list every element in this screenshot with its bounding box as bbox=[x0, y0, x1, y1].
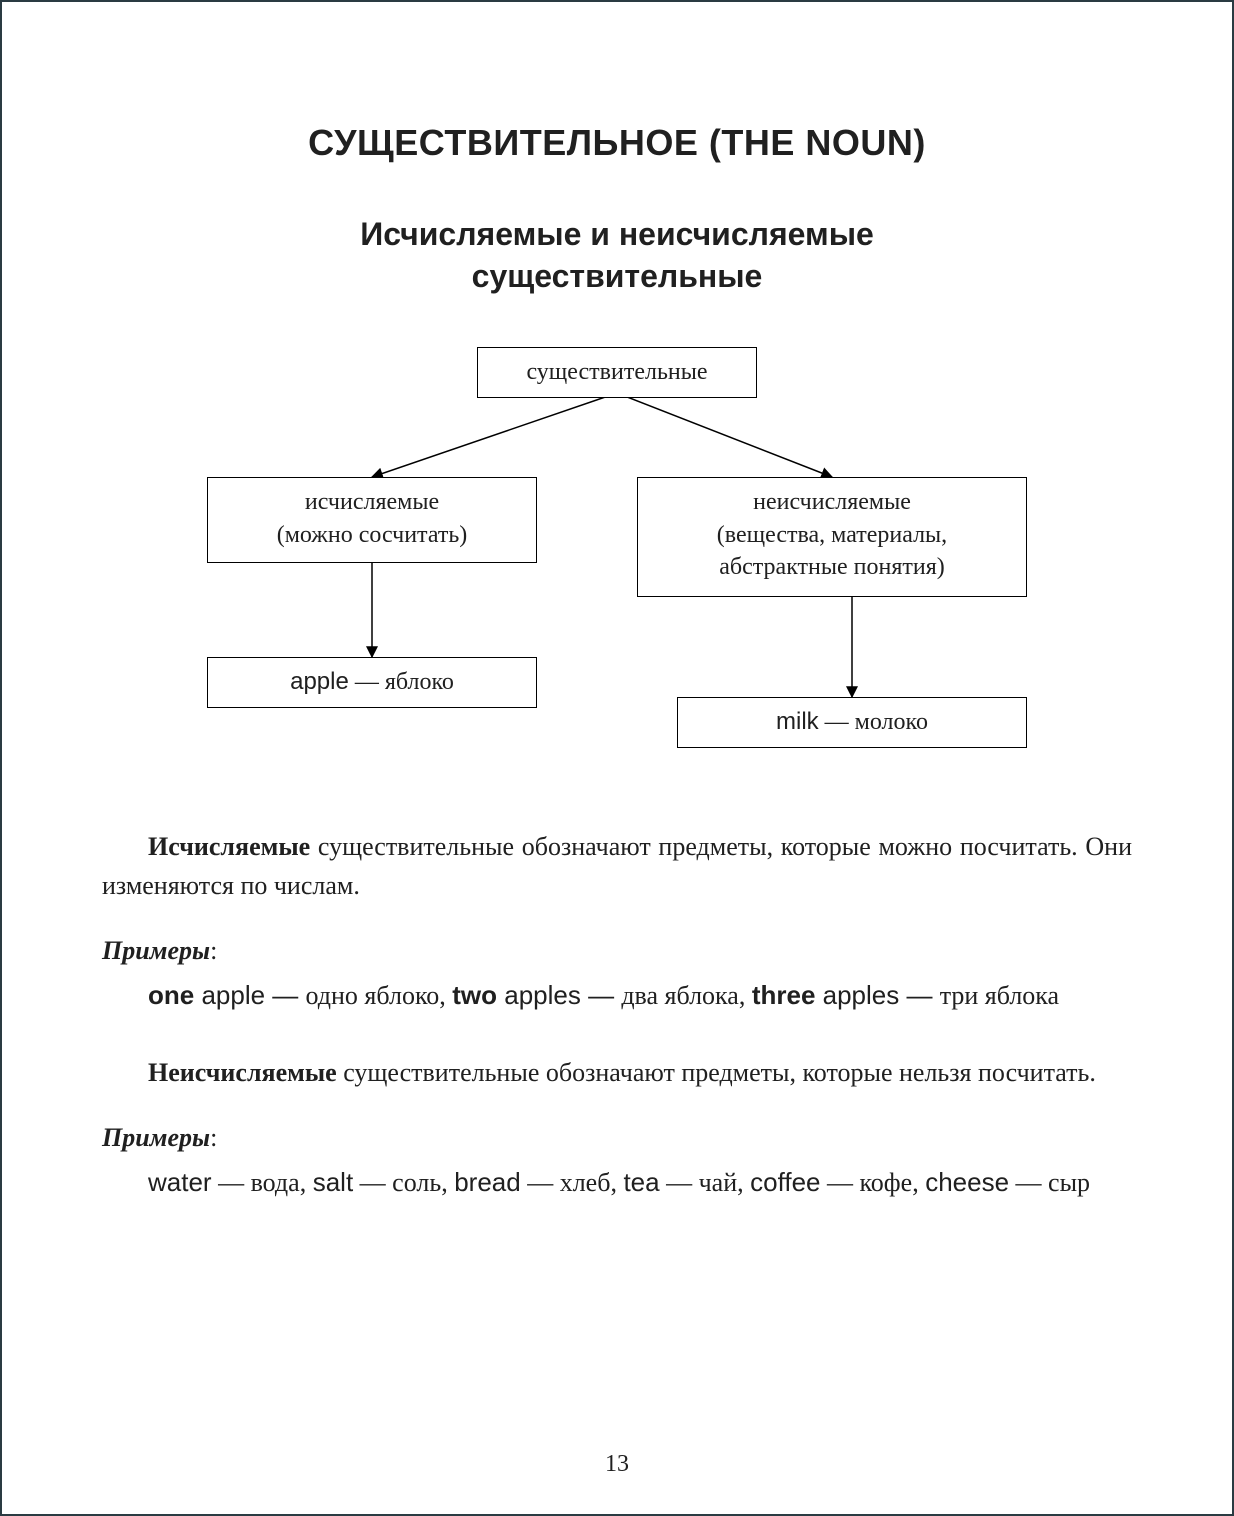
section2-lead-rest: существительные обозначают предметы, ко­… bbox=[337, 1058, 1096, 1087]
section1-examples: one apple — одно яблоко, two apples — дв… bbox=[148, 976, 1132, 1015]
h2-line1: Исчисляемые и неисчисляемые bbox=[360, 216, 874, 252]
example-run: salt bbox=[313, 1167, 353, 1197]
example-run: — хлеб, bbox=[521, 1168, 624, 1197]
section1-examples-label: Примеры: bbox=[102, 931, 1132, 970]
example-run: — вода, bbox=[212, 1168, 313, 1197]
example-run: три яблока bbox=[940, 981, 1059, 1010]
document-page: СУЩЕСТВИТЕЛЬНОЕ (THE NOUN) Исчисляемые и… bbox=[0, 0, 1234, 1516]
noun-tree-diagram: существительные исчисляемые (можно сосчи… bbox=[167, 347, 1067, 767]
tree-right-node: неисчисляемые (вещества, материалы, абст… bbox=[637, 477, 1027, 597]
page-title-h2: Исчисляемые и неисчисляемые существитель… bbox=[102, 214, 1132, 297]
example-run: apples — bbox=[497, 980, 621, 1010]
page-title-h1: СУЩЕСТВИТЕЛЬНОЕ (THE NOUN) bbox=[102, 122, 1132, 164]
section2-lead-bold: Неисчисляемые bbox=[148, 1058, 337, 1087]
example-run: apples — bbox=[815, 980, 939, 1010]
example-run: one bbox=[148, 980, 194, 1010]
section1-colon: : bbox=[210, 936, 217, 965]
right-leaf-en: milk bbox=[776, 708, 819, 735]
example-run: — сыр bbox=[1009, 1168, 1090, 1197]
tree-left-node: исчисляемые (можно сосчитать) bbox=[207, 477, 537, 563]
example-run: three bbox=[752, 980, 816, 1010]
section2-examples-label: Примеры: bbox=[102, 1118, 1132, 1157]
example-run: coffee bbox=[750, 1167, 820, 1197]
left-label2: (можно сосчитать) bbox=[277, 522, 468, 548]
example-run: два яблока, bbox=[621, 981, 752, 1010]
example-run: bread bbox=[454, 1167, 521, 1197]
left-leaf-en: apple bbox=[290, 668, 349, 695]
tree-left-leaf: apple — яблоко bbox=[207, 657, 537, 707]
section2-colon: : bbox=[210, 1123, 217, 1152]
tree-right-leaf: milk — молоко bbox=[677, 697, 1027, 747]
example-run: — кофе, bbox=[821, 1168, 926, 1197]
left-label1: исчисляемые bbox=[305, 489, 439, 515]
page-number: 13 bbox=[2, 1451, 1232, 1478]
example-run: cheese bbox=[925, 1167, 1009, 1197]
example-run: одно яблоко, bbox=[306, 981, 453, 1010]
h2-line2: существительные bbox=[472, 258, 763, 294]
right-leaf-ru: молоко bbox=[855, 709, 928, 735]
example-run: tea bbox=[623, 1167, 659, 1197]
section1-lead-bold: Исчисляемые bbox=[148, 832, 310, 861]
right-leaf-dash: — bbox=[819, 709, 855, 735]
section1-paragraph: Исчисляемые существительные обозначают п… bbox=[102, 827, 1132, 905]
right-label1: неисчисляемые bbox=[753, 489, 911, 515]
body-text: Исчисляемые существительные обозначают п… bbox=[102, 827, 1132, 1202]
right-label2: (вещества, материалы, bbox=[717, 522, 947, 548]
left-leaf-ru: яблоко bbox=[385, 669, 454, 695]
section2-examples: water — вода, salt — соль, bread — хлеб,… bbox=[148, 1163, 1132, 1202]
example-run: — соль, bbox=[353, 1168, 454, 1197]
section2-paragraph: Неисчисляемые существительные обозначают… bbox=[102, 1053, 1132, 1092]
right-label3: абстрактные понятия) bbox=[719, 554, 945, 580]
left-leaf-dash: — bbox=[349, 669, 385, 695]
section2-examples-word: Примеры bbox=[102, 1123, 210, 1152]
section1-examples-word: Примеры bbox=[102, 936, 210, 965]
root-label: существительные bbox=[526, 359, 707, 385]
example-run: — чай, bbox=[660, 1168, 751, 1197]
tree-root-node: существительные bbox=[477, 347, 757, 397]
example-run: apple — bbox=[194, 980, 305, 1010]
example-run: water bbox=[148, 1167, 212, 1197]
example-run: two bbox=[452, 980, 497, 1010]
